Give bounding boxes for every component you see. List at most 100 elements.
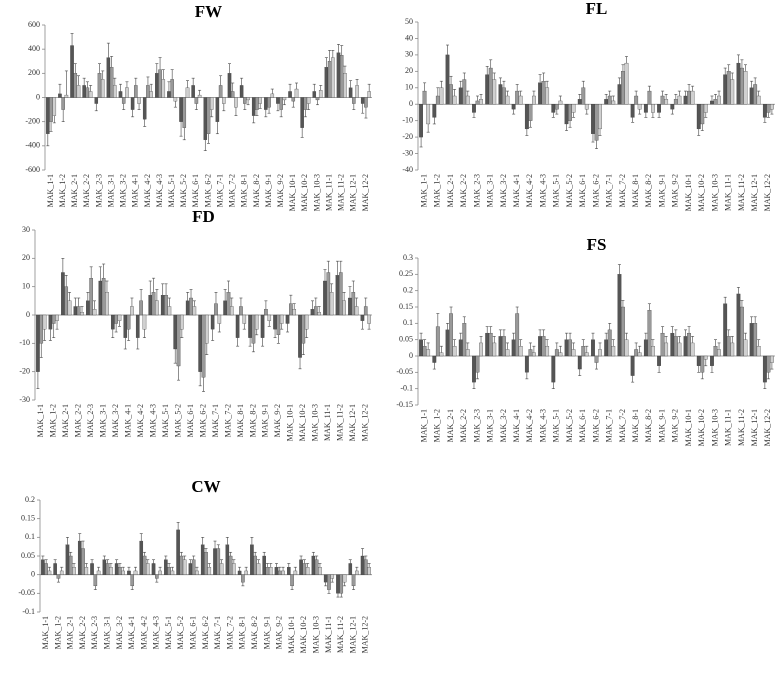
bar [118, 91, 123, 98]
bar [305, 567, 310, 575]
bar [498, 84, 503, 105]
bar [528, 104, 533, 121]
bar [462, 79, 467, 105]
bar [465, 95, 470, 105]
x-tick-label: MAK_12-2 [763, 409, 772, 446]
bar [318, 90, 323, 98]
bar [611, 346, 616, 357]
x-tick-label: MAK_5-2 [565, 409, 574, 442]
x-tick-label: MAK_10-2 [299, 616, 308, 653]
bar [736, 293, 741, 357]
bar [44, 563, 48, 575]
bar [551, 104, 556, 113]
bar [216, 548, 221, 575]
x-tick-label: MAK_5-1 [552, 174, 561, 207]
x-tick-label: MAK_5-1 [167, 174, 176, 207]
bar [753, 323, 758, 357]
bar [591, 339, 595, 357]
x-tick-label: MAK_7-2 [225, 616, 234, 649]
bar [432, 104, 437, 118]
x-tick-label: MAK_4-1 [127, 616, 136, 649]
x-tick-label: MAK_10-2 [300, 174, 309, 211]
y-tick-label: 0.25 [399, 269, 413, 278]
bar [255, 97, 259, 110]
bar [256, 563, 261, 575]
bar [323, 280, 327, 316]
x-tick-label: MAK_10-3 [710, 174, 719, 211]
x-tick-label: MAK_4-3 [538, 409, 547, 442]
bar [267, 314, 272, 321]
bar [239, 85, 244, 98]
bar [158, 69, 162, 98]
x-tick-label: MAK_8-2 [250, 616, 259, 649]
bar [452, 346, 457, 357]
bar [511, 104, 516, 110]
bar [198, 314, 202, 372]
bar [250, 544, 254, 575]
bar [660, 95, 665, 105]
bar [327, 61, 332, 98]
bar [223, 300, 227, 316]
bar [756, 346, 761, 357]
bar [541, 336, 546, 357]
chart-title: FW [195, 2, 222, 21]
bar [677, 342, 682, 357]
x-tick-label: MAK_3-1 [486, 174, 495, 207]
bar [268, 567, 273, 575]
x-tick-label: MAK_10-3 [710, 409, 719, 446]
x-tick-label: MAK_1-2 [433, 174, 442, 207]
bar [213, 548, 217, 575]
bar [342, 300, 346, 316]
bar [88, 91, 93, 98]
bar [690, 342, 695, 357]
bar [342, 574, 347, 583]
bar [634, 349, 639, 357]
x-tick-label: MAK_3-1 [106, 174, 115, 207]
bar [189, 297, 193, 316]
x-tick-label: MAK_1-2 [58, 174, 67, 207]
bar [195, 570, 199, 575]
chart-title: FS [587, 235, 607, 254]
x-tick-label: MAK_7-2 [618, 409, 627, 442]
bar [146, 85, 150, 98]
bar [173, 97, 178, 102]
bar [591, 104, 595, 134]
bar [197, 94, 202, 98]
bar [176, 529, 180, 575]
x-tick-label: MAK_5-2 [179, 174, 188, 207]
bar [191, 85, 195, 98]
x-tick-label: MAK_3-2 [115, 616, 124, 649]
x-tick-label: MAK_8-1 [631, 409, 640, 442]
x-tick-label: MAK_3-2 [499, 409, 508, 442]
bar [214, 303, 218, 316]
bar [604, 339, 609, 357]
bar [201, 314, 206, 378]
bar [130, 574, 135, 587]
bar [348, 563, 353, 575]
x-tick-label: MAK_6-2 [591, 174, 600, 207]
bar [710, 100, 714, 105]
bar [651, 104, 655, 113]
bar [538, 82, 542, 105]
bar [242, 314, 247, 324]
bar [740, 306, 744, 357]
bar [118, 567, 122, 575]
bar [458, 87, 463, 105]
bar [258, 97, 262, 104]
bar [422, 346, 427, 357]
x-tick-label: MAK_9-2 [273, 404, 282, 437]
y-tick-label: 0.15 [21, 513, 35, 522]
bar [92, 309, 97, 316]
bar [749, 323, 754, 357]
x-tick-label: MAK_3-1 [486, 409, 495, 442]
bar [317, 312, 321, 316]
x-tick-label: MAK_8-1 [240, 174, 249, 207]
bar [367, 91, 371, 98]
x-tick-label: MAK_4-2 [525, 409, 534, 442]
bar [621, 306, 625, 357]
bar [643, 339, 648, 357]
x-tick-label: MAK_4-2 [143, 174, 152, 207]
x-tick-label: MAK_9-2 [276, 174, 285, 207]
y-tick-label: 50 [405, 17, 413, 26]
x-tick-label: MAK_4-3 [148, 404, 157, 437]
